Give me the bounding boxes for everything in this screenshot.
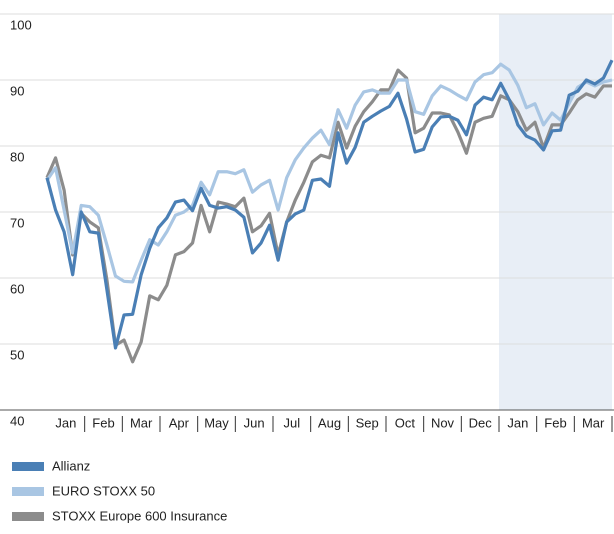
series-line bbox=[45, 68, 612, 364]
x-tick-label: Feb bbox=[92, 415, 114, 430]
series-line bbox=[45, 62, 613, 284]
y-tick-label: 80 bbox=[10, 149, 24, 164]
legend-swatch bbox=[12, 512, 44, 521]
x-tick-label: Jul bbox=[284, 415, 301, 430]
y-tick-label: 40 bbox=[10, 413, 24, 428]
legend-label: Allianz bbox=[52, 458, 90, 473]
x-tick-label: Feb bbox=[544, 415, 566, 430]
legend-label: STOXX Europe 600 Insurance bbox=[52, 508, 227, 523]
series-line bbox=[45, 59, 614, 350]
legend-label: EURO STOXX 50 bbox=[52, 483, 155, 498]
x-tick-label: May bbox=[204, 415, 229, 430]
legend-swatch bbox=[12, 462, 44, 471]
x-tick-label: Mar bbox=[582, 415, 605, 430]
x-tick-label: Sep bbox=[356, 415, 379, 430]
x-tick-label: Oct bbox=[395, 415, 416, 430]
y-tick-label: 70 bbox=[10, 215, 24, 230]
y-tick-label: 100 bbox=[10, 17, 32, 32]
x-tick-label: Mar bbox=[130, 415, 153, 430]
y-tick-label: 50 bbox=[10, 347, 24, 362]
legend-swatch bbox=[12, 487, 44, 496]
x-tick-label: Apr bbox=[169, 415, 190, 430]
x-tick-label: Jan bbox=[507, 415, 528, 430]
x-tick-label: Nov bbox=[431, 415, 455, 430]
y-tick-label: 60 bbox=[10, 281, 24, 296]
y-tick-label: 90 bbox=[10, 83, 24, 98]
x-tick-label: Dec bbox=[469, 415, 493, 430]
x-tick-label: Jan bbox=[55, 415, 76, 430]
x-tick-label: Jun bbox=[244, 415, 265, 430]
x-tick-label: Aug bbox=[318, 415, 341, 430]
